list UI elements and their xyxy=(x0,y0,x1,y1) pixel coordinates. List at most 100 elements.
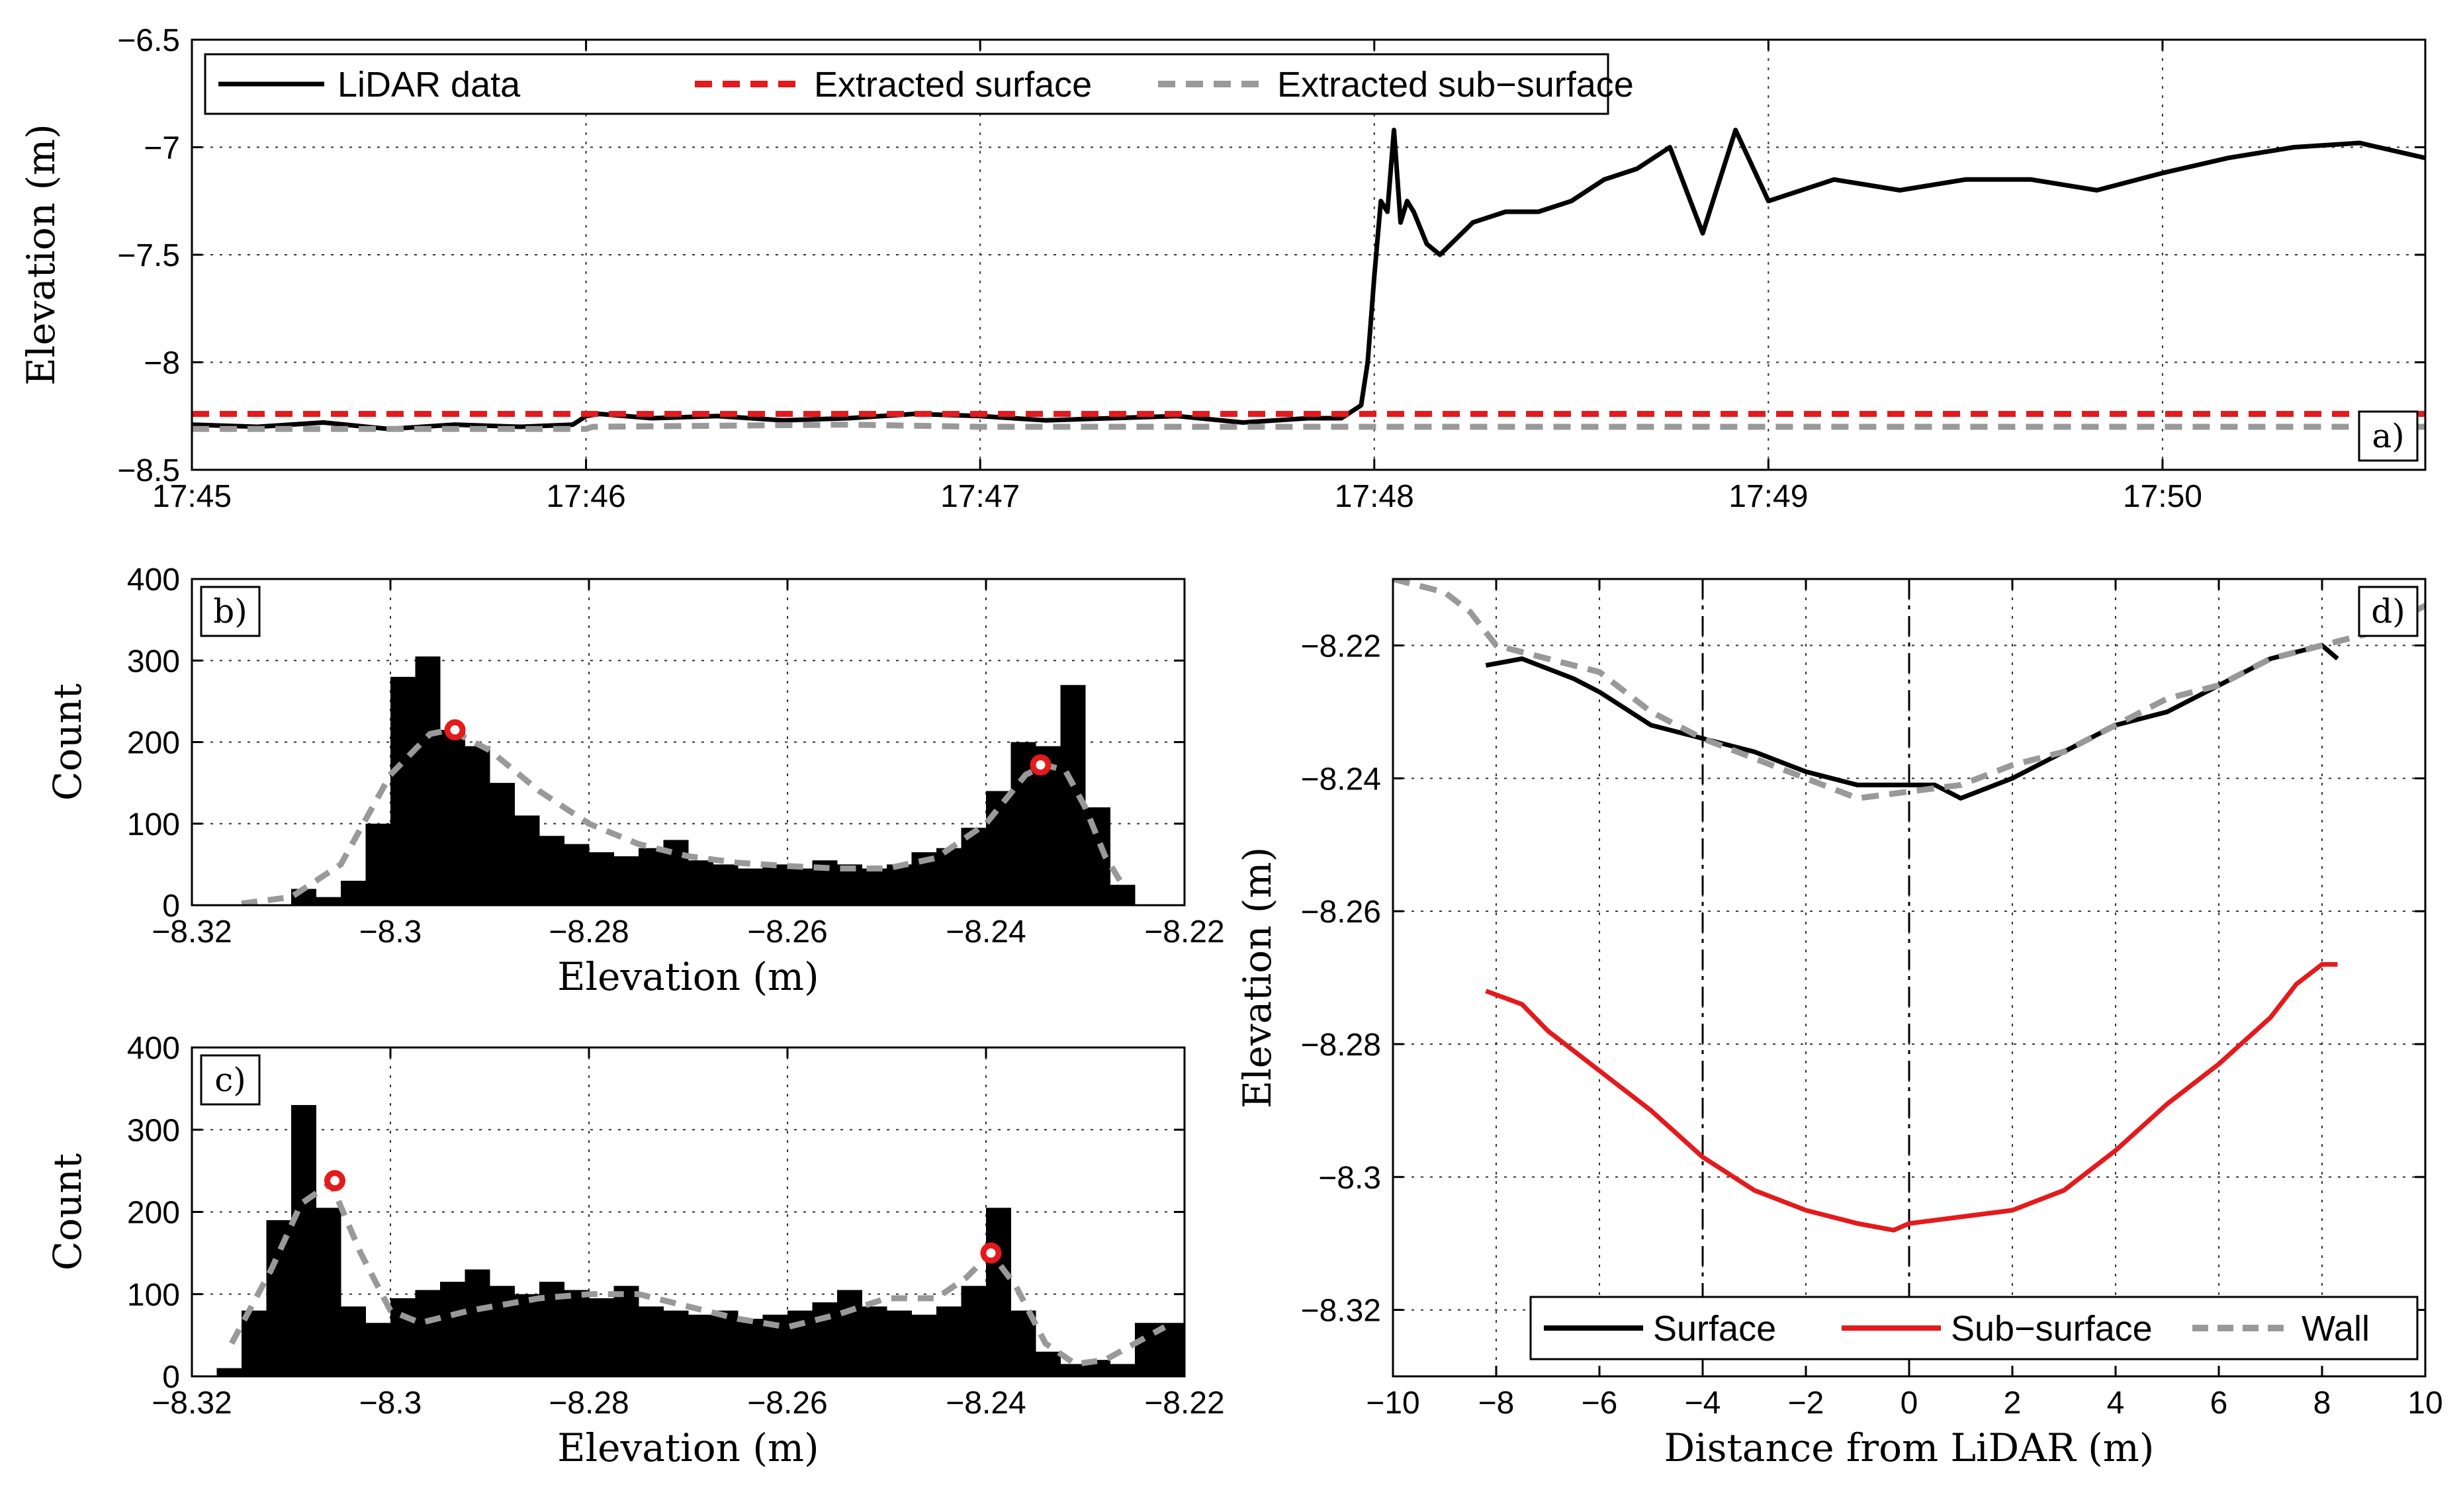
chart-panel-d: −10 −8 −6 −4 −2 0 2 4 6 8 10 −8.22 −8.24 −8.26 −8.28 −8… xyxy=(1235,578,2443,1470)
histogram-bar xyxy=(390,676,416,905)
x-tick-label: −8.32 xyxy=(152,914,232,950)
histogram-bar xyxy=(390,1298,416,1376)
x-tick-label: −8.3 xyxy=(359,914,422,950)
y-tick-label: −7 xyxy=(144,131,180,166)
density-curve xyxy=(241,727,1128,905)
histogram-bar xyxy=(986,791,1011,905)
y-tick-label: 100 xyxy=(127,807,180,842)
legend-entry-label: Surface xyxy=(1653,1309,1776,1349)
histogram-bar xyxy=(961,827,987,905)
x-tick-label: 17:50 xyxy=(2123,479,2202,514)
histogram-bar xyxy=(465,746,490,905)
chart-panel-c: −8.32 −8.3 −8.28 −8.26 −8.24 −8.22 0 100 200 300 4… xyxy=(45,1031,1225,1470)
x-tick-label: 2 xyxy=(2004,1386,2022,1421)
panel-tag-label: d) xyxy=(2371,592,2405,631)
tick-marks xyxy=(191,38,2425,471)
series-line-extracted-sub-surface xyxy=(192,422,2425,432)
histogram-bar xyxy=(639,848,664,905)
histogram-bar xyxy=(738,1319,763,1376)
histogram-bar xyxy=(1159,1323,1185,1376)
y-tick-label: −8.24 xyxy=(1301,762,1381,797)
legend-box xyxy=(204,53,1609,115)
legend-entry-label: LiDAR data xyxy=(337,65,521,105)
histogram-bar xyxy=(663,1310,689,1376)
y-tick-label: 400 xyxy=(127,1031,180,1066)
x-tick-label: −8.28 xyxy=(549,914,629,950)
peak-marker-center xyxy=(450,725,460,735)
legend-entry-label: Extracted surface xyxy=(814,65,1092,105)
y-axis-label: Count xyxy=(45,1153,90,1270)
y-tick-label: −8.22 xyxy=(1301,629,1381,664)
tick-marks xyxy=(191,578,1186,907)
histogram-bar xyxy=(539,836,564,905)
plot-content xyxy=(1393,579,2425,1376)
histogram-bars xyxy=(216,1104,1185,1376)
y-tick-label: −8.26 xyxy=(1301,895,1381,930)
histogram-bar xyxy=(242,1310,267,1376)
histogram-bar xyxy=(613,1286,639,1376)
histogram-bar xyxy=(216,1368,242,1376)
histogram-bar xyxy=(589,1298,614,1376)
series-line-sub-surface xyxy=(1485,961,2338,1233)
histogram-bar xyxy=(1060,1364,1086,1376)
y-tick-label: −8.5 xyxy=(117,453,180,488)
legend: Surface Sub−surface Wall xyxy=(1529,1296,2419,1360)
y-tick-label: 100 xyxy=(127,1278,180,1313)
y-tick-label: 400 xyxy=(127,562,180,598)
panel-tag-label: c) xyxy=(214,1061,246,1099)
x-tick-label: −4 xyxy=(1685,1386,1721,1421)
legend-entry-label: Extracted sub−surface xyxy=(1277,65,1634,105)
x-tick-label: 17:48 xyxy=(1335,479,1414,514)
histogram-bar xyxy=(564,1290,590,1376)
histogram-bar xyxy=(713,1310,739,1376)
histogram-bar xyxy=(936,848,962,905)
x-tick-label: −8.22 xyxy=(1144,914,1224,950)
tick-marks xyxy=(191,1046,1186,1378)
histogram-bar xyxy=(911,1314,937,1376)
histogram-bar xyxy=(837,1290,862,1376)
histogram-bar xyxy=(713,864,739,905)
y-tick-label: −8.3 xyxy=(1318,1161,1381,1196)
x-tick-label: −8.26 xyxy=(747,1386,827,1421)
histogram-bar xyxy=(887,1310,912,1376)
x-tick-label: −8.24 xyxy=(946,1386,1026,1421)
y-axis-label: Elevation (m) xyxy=(19,124,64,385)
x-tick-label: −8.22 xyxy=(1144,1386,1224,1421)
panel-tag-box xyxy=(200,586,261,637)
x-tick-label: 6 xyxy=(2210,1386,2228,1421)
histogram-bar xyxy=(887,864,912,905)
histogram-bar xyxy=(1110,885,1136,905)
panel-tag-label: b) xyxy=(213,592,247,631)
panel-tag-box xyxy=(2358,410,2419,462)
histogram-bar xyxy=(365,823,391,905)
y-tick-label: −8.32 xyxy=(1301,1294,1381,1329)
histogram-bar xyxy=(688,860,713,905)
histogram-bar xyxy=(613,856,639,905)
histogram-bar xyxy=(415,1290,441,1376)
y-axis-label: Count xyxy=(45,684,90,801)
histogram-bar xyxy=(316,1208,341,1376)
histogram-bar xyxy=(936,1306,962,1376)
x-tick-label: −6 xyxy=(1582,1386,1618,1421)
y-tick-label: 300 xyxy=(127,1113,180,1148)
y-tick-label: 0 xyxy=(162,889,180,924)
y-tick-label: 200 xyxy=(127,1196,180,1231)
series-line-wall xyxy=(1393,579,2425,801)
x-tick-label: −8.32 xyxy=(152,1386,232,1421)
x-tick-label: 17:47 xyxy=(940,479,1020,514)
histogram-bar xyxy=(465,1269,490,1376)
chart-panel-a: 17:45 17:46 17:47 17:48 17:49 17:50 −6.5 −7 −7.5… xyxy=(19,23,2427,514)
histogram-bar xyxy=(490,783,515,905)
histogram-bar xyxy=(266,1220,292,1376)
y-tick-label: 200 xyxy=(127,726,180,761)
histogram-bar xyxy=(862,1306,887,1376)
x-tick-label: −8.24 xyxy=(946,914,1026,950)
histogram-bar xyxy=(316,897,341,905)
legend: LiDAR data Extracted surface Extracted sub… xyxy=(204,53,1634,115)
x-tick-label: −2 xyxy=(1788,1386,1824,1421)
histogram-bar xyxy=(514,1294,540,1376)
chart-panel-b: −8.32 −8.3 −8.28 −8.26 −8.24 −8.22 0 100 200 300 4… xyxy=(45,562,1225,999)
x-axis-label: Elevation (m) xyxy=(557,954,819,999)
histogram-bar xyxy=(490,1286,515,1376)
